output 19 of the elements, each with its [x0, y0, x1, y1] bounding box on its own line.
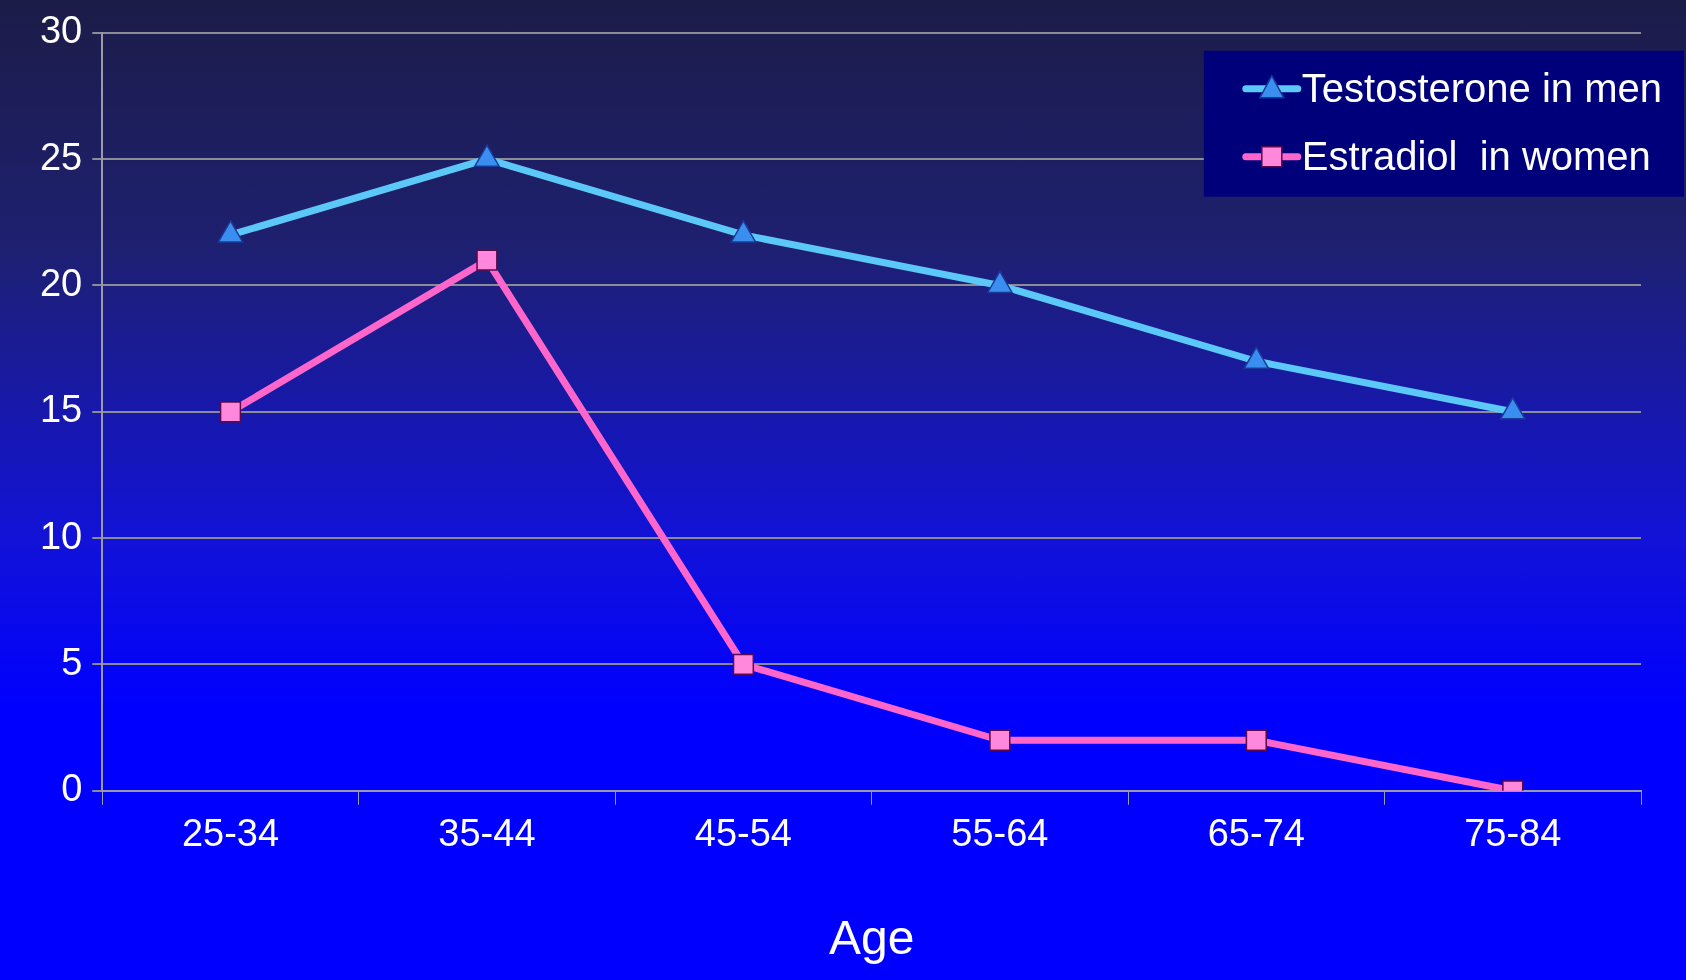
legend-label: Testosterone in men: [1301, 65, 1663, 110]
y-tick-label: 20: [39, 261, 83, 304]
y-tick-label: 10: [39, 514, 83, 557]
x-tick-label: 65-74: [1207, 812, 1305, 855]
x-tick-label: 25-34: [181, 812, 280, 855]
x-tick-label: 45-54: [694, 812, 793, 855]
x-tick-label: 55-64: [951, 812, 1049, 855]
y-tick-label: 25: [39, 135, 83, 178]
y-tick-label: 15: [39, 388, 83, 431]
point: [989, 729, 1011, 751]
point: [1245, 729, 1267, 751]
y-tick-label: 5: [61, 640, 83, 683]
y-tick-label: 30: [39, 9, 83, 52]
y-tick-label: 0: [61, 767, 83, 810]
x-axis-title: Age: [828, 911, 915, 965]
point: [732, 653, 755, 676]
x-tick-label: 35-44: [438, 812, 536, 855]
x-tick-label: 75-84: [1464, 812, 1562, 855]
legend-label: Estradiol in women: [1301, 133, 1651, 178]
